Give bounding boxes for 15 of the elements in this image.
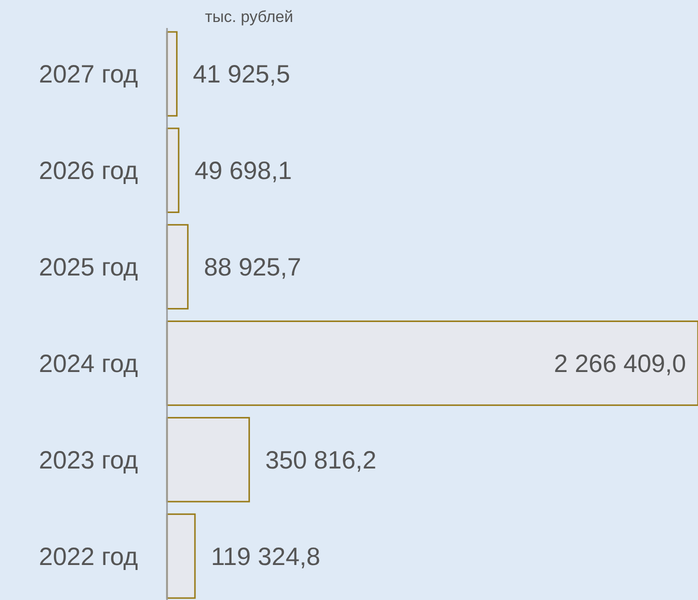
y-tick-label: 2026 год <box>38 157 138 186</box>
bar <box>166 224 189 310</box>
data-label: 49 698,1 <box>194 157 292 186</box>
y-tick-label: 2027 год <box>38 60 138 89</box>
data-label: 41 925,5 <box>192 60 290 89</box>
data-label: 2 266 409,0 <box>554 350 686 378</box>
bar <box>166 416 250 502</box>
data-label: 88 925,7 <box>204 254 302 282</box>
y-tick-label: 2022 год <box>38 542 138 571</box>
data-label: 350 816,2 <box>265 446 376 474</box>
x-axis-title: тыс. рублей <box>205 9 294 26</box>
y-tick-label: 2025 год <box>38 254 138 282</box>
data-label: 119 324,8 <box>210 542 320 571</box>
y-tick-label: 2023 год <box>38 446 138 474</box>
y-tick-label: 2024 год <box>38 350 138 378</box>
